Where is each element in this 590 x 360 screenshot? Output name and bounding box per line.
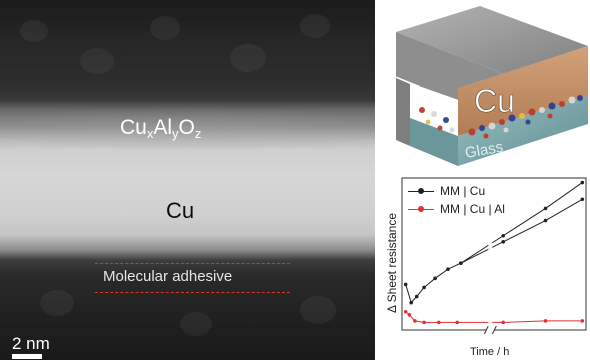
series-0-point-1 [409,300,413,305]
copper-layer-label: Cu [166,198,195,223]
scale-bar-label: 2 nm [12,334,50,353]
series-1-point-4 [437,320,441,325]
series-extra-point-3 [580,197,585,202]
glass-left-face [410,118,458,166]
series-1-point-2 [413,319,417,323]
sheet-resistance-plot [401,177,587,335]
scale-bar [12,354,42,359]
series-1-point-5 [455,320,459,325]
legend-item-mm-cu: MM | Cu [406,182,505,200]
oxide-layer-label: CuxAlyOz [120,116,202,141]
axis-break-mark [483,325,489,335]
adhesive-layer-label: Molecular adhesive [103,268,233,285]
series-0-point-9 [580,180,585,185]
series-extra-point-1 [501,240,505,244]
series-0-point-3 [422,285,426,290]
series-line-1 [405,311,583,323]
schematic-cu-label: Cu [474,83,515,119]
glass-lower-left [396,78,410,146]
series-break-gap [488,180,493,328]
tem-micrograph: CuxAlyOz Cu Molecular adhesive 2 nm [0,0,375,360]
series-0-point-4 [433,276,437,281]
series-extra-point-2 [543,218,548,223]
oxide-layer-glow [0,104,375,148]
cu-top-face [396,6,588,74]
series-1-point-0 [403,309,408,314]
adhesive-upper-boundary [95,263,290,264]
y-axis-label: Δ Sheet resistance [385,212,399,314]
adhesive-lower-boundary [95,292,290,293]
series-line-extra [460,198,583,264]
series-extra-point-0 [459,261,463,265]
cu-front-face [458,46,588,136]
molecules [419,95,583,139]
axis-break-mask [486,327,495,333]
series-0-point-7 [501,233,505,238]
legend-item-mm-cu-al: MM | Cu | Al [406,200,505,218]
series-0-point-8 [543,206,548,211]
series-1-point-7 [543,319,548,323]
glass-front-face [458,96,588,166]
x-axis-label: Time / h [470,346,510,358]
series-1-point-8 [580,319,585,323]
series-0-point-2 [414,294,419,299]
schematic-glass-label: Glass [464,139,505,162]
series-line-0 [405,182,583,304]
chart-legend: MM | Cu MM | Cu | Al [406,182,505,218]
series-0-point-0 [403,282,408,287]
axis-break-mark [491,325,497,335]
series-1-point-3 [422,320,426,325]
series-0-point-5 [446,267,450,271]
series-1-point-1 [407,313,412,317]
series-1-point-6 [501,320,505,325]
layer-stack-schematic: Cu Glass [390,6,588,166]
